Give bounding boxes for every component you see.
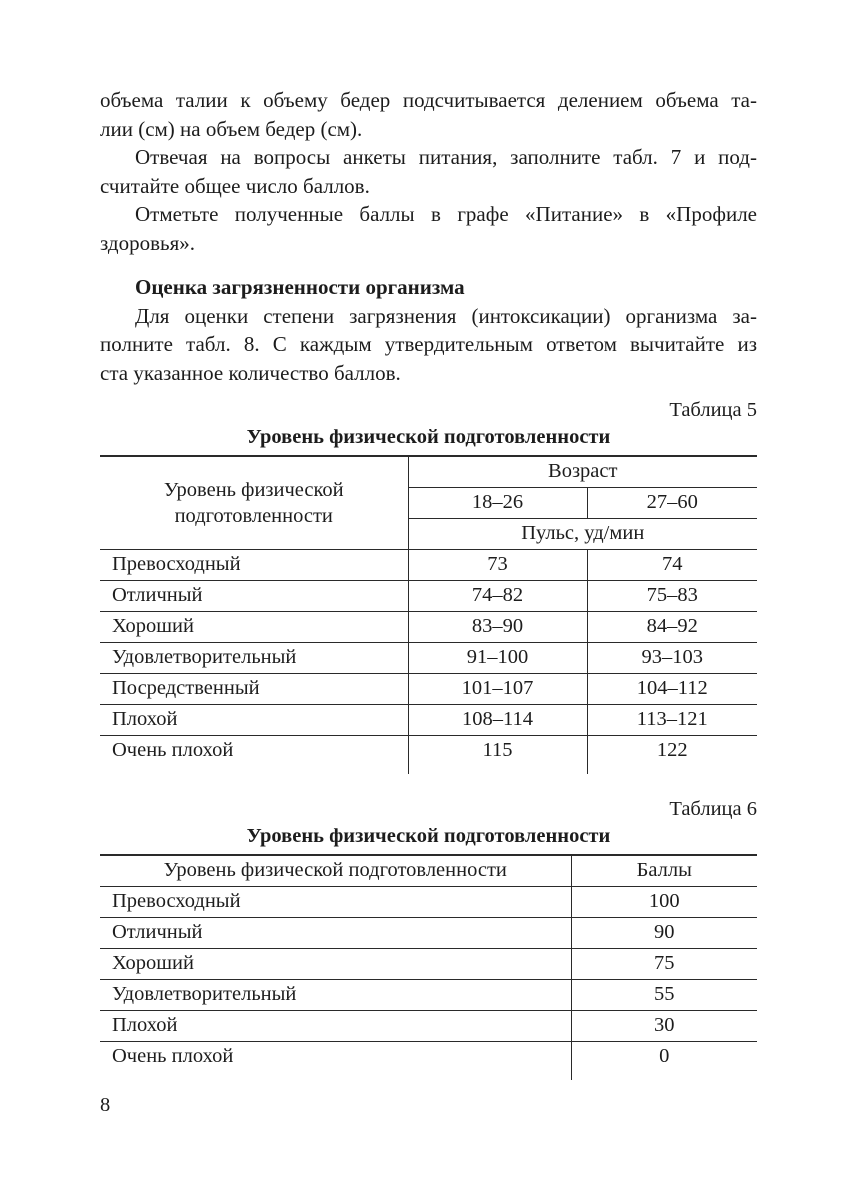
body-text-line: лии (см) на объем бедер (см).: [100, 116, 363, 141]
table6-title: Уровень физической подготовленности: [246, 825, 611, 847]
body-text-line: Отметьте полученные баллы в графе «Питан…: [135, 202, 757, 226]
body-text-line: полните табл. 8. С каждым утвердительным…: [100, 332, 757, 356]
page-number: 8: [100, 1094, 111, 1116]
table-cell-value: 30: [570, 1009, 757, 1041]
table-row: Хороший 75: [100, 947, 757, 979]
table-cell-value: 91–100: [407, 641, 587, 673]
table-cell-value: 75: [570, 947, 757, 979]
table-cell-value: 90: [570, 916, 757, 948]
table-cell-value: 115: [407, 734, 587, 766]
table-row: Плохой 108–114 113–121: [100, 703, 757, 735]
table5-header-age-group-1: 18–26: [407, 487, 587, 519]
table-cell-value: 73: [407, 548, 587, 580]
table-cell-label: Хороший: [100, 610, 408, 642]
table-cell-value: 93–103: [586, 641, 757, 673]
page-content: объема талии к объему бедер подсчитывает…: [100, 86, 757, 1117]
table-row: Посредственный 101–107 104–112: [100, 672, 757, 704]
section-heading: Оценка загрязненности организма: [135, 275, 465, 299]
table-row: Превосходный 100: [100, 885, 757, 917]
table-cell-value: 55: [570, 978, 757, 1010]
table-row: Отличный 90: [100, 916, 757, 948]
table-cell-label: Удовлетворительный: [100, 641, 408, 673]
table5-header-level: Уровень физической подготовленности: [163, 478, 344, 527]
table5-header-row-3: Пульс, уд/мин: [100, 518, 757, 549]
body-text-line: здоровья».: [100, 230, 196, 255]
table-cell-value: 84–92: [586, 610, 757, 642]
table5-header-row-1: Уровень физической подготовленности Возр…: [100, 456, 757, 527]
table-cell-value: 122: [586, 734, 757, 766]
table5-header-age-group-2: 27–60: [586, 487, 757, 519]
table-cell-value: 74–82: [407, 579, 587, 611]
table-cell-label: Превосходный: [100, 885, 571, 917]
table-cell-label: Плохой: [100, 703, 408, 735]
table6-caption: Таблица 6: [669, 798, 757, 820]
table6-header-level: Уровень физической подготовленности: [163, 859, 507, 882]
table-cell-value: 0: [570, 1040, 757, 1072]
table6-fitness-level-scores: Уровень физической подготовленности Балл…: [100, 854, 757, 1080]
table5-title: Уровень физической подготовленности: [246, 426, 611, 448]
table-row: Хороший 83–90 84–92: [100, 610, 757, 642]
table-cell-label: Очень плохой: [100, 1040, 571, 1072]
table-cell-label: Плохой: [100, 1009, 571, 1041]
table-cell-label: Удовлетворительный: [100, 978, 571, 1010]
table-row: Плохой 30: [100, 1009, 757, 1041]
body-text-line: Отвечая на вопросы анкеты питания, запол…: [135, 145, 757, 169]
table-row: Превосходный 73 74: [100, 548, 757, 580]
table-cell-value: 74: [586, 548, 757, 580]
body-text-line: считайте общее число баллов.: [100, 173, 370, 198]
table-row: Очень плохой 115 122: [100, 734, 757, 766]
table5-caption: Таблица 5: [669, 399, 757, 421]
table-row: Очень плохой 0: [100, 1040, 757, 1072]
table-row: Отличный 74–82 75–83: [100, 579, 757, 611]
table-cell-value: 100: [570, 885, 757, 917]
table6-header-row: Уровень физической подготовленности Балл…: [100, 855, 757, 886]
table-cell-value: 113–121: [586, 703, 757, 735]
table-cell-value: 101–107: [407, 672, 587, 704]
body-text-line: объема талии к объему бедер подсчитывает…: [100, 88, 757, 112]
table-cell-value: 75–83: [586, 579, 757, 611]
table-cell-value: 83–90: [407, 610, 587, 642]
body-text-line: Для оценки степени загрязнения (интоксик…: [135, 303, 757, 328]
table-cell-value: 104–112: [586, 672, 757, 704]
table6-rule-extender: [100, 1072, 757, 1080]
table-row: Удовлетворительный 91–100 93–103: [100, 641, 757, 673]
table-cell-label: Превосходный: [100, 548, 408, 580]
table6-header-score: Баллы: [570, 855, 757, 886]
table-cell-label: Отличный: [100, 579, 408, 611]
body-text-line: ста указанное количество баллов.: [100, 360, 401, 385]
table-cell-label: Посредственный: [100, 672, 408, 704]
table-cell-label: Отличный: [100, 916, 571, 948]
table-row: Удовлетворительный 55: [100, 978, 757, 1010]
table5-header-age: Возраст: [407, 456, 757, 488]
table-cell-label: Очень плохой: [100, 734, 408, 766]
table5-header-pulse: Пульс, уд/мин: [407, 518, 757, 549]
table-cell-value: 108–114: [407, 703, 587, 735]
table5-fitness-level-by-age: Уровень физической подготовленности Возр…: [100, 455, 757, 774]
table5-header-row-2: 18–26 27–60: [100, 487, 757, 519]
table5-rule-extender: [100, 766, 757, 774]
table-cell-label: Хороший: [100, 947, 571, 979]
